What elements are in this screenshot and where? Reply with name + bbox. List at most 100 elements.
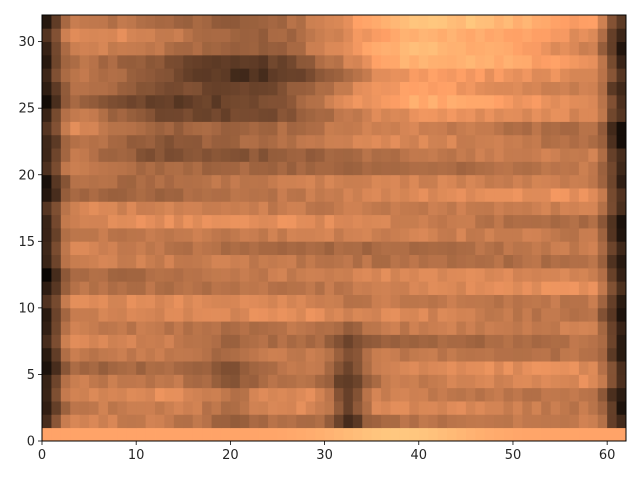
heatmap-cell [343, 294, 354, 309]
heatmap-cell [399, 188, 410, 202]
heatmap-cell [286, 148, 297, 162]
heatmap-cell [70, 41, 81, 56]
heatmap-cell [588, 387, 599, 402]
heatmap-cell [89, 347, 99, 362]
heatmap-cell [70, 254, 81, 269]
heatmap-cell [588, 214, 599, 229]
heatmap-cell [597, 321, 608, 335]
heatmap-cell [136, 361, 147, 375]
heatmap-cell [390, 401, 401, 415]
heatmap-cell [550, 281, 561, 295]
heatmap-cell [418, 161, 429, 176]
heatmap-cell [98, 347, 109, 362]
heatmap-cell [578, 68, 589, 82]
heatmap-cell [409, 134, 420, 149]
heatmap-cell [202, 228, 212, 242]
heatmap-cell [447, 267, 457, 282]
heatmap-cell [315, 134, 325, 149]
heatmap-cell [107, 54, 118, 69]
heatmap-cell [249, 334, 260, 349]
heatmap-cell [220, 414, 231, 429]
heatmap-cell [569, 15, 580, 29]
heatmap-cell [456, 174, 467, 189]
heatmap-cell [220, 188, 231, 202]
heatmap-cell [343, 214, 354, 229]
heatmap-cell [211, 307, 222, 322]
heatmap-cell [51, 201, 62, 216]
x-tick-label: 0 [38, 448, 46, 463]
heatmap-cell [277, 201, 288, 216]
heatmap-cell [475, 148, 486, 162]
heatmap-cell [578, 214, 589, 229]
heatmap-cell [465, 41, 476, 56]
heatmap-cell [399, 134, 410, 149]
heatmap-cell [192, 387, 203, 402]
heatmap-cell [324, 254, 335, 269]
heatmap-cell [98, 321, 109, 335]
heatmap-cell [98, 15, 109, 29]
heatmap-cell [607, 161, 617, 176]
heatmap-cell [258, 427, 269, 442]
heatmap-cell [296, 148, 307, 162]
heatmap-cell [531, 121, 542, 136]
heatmap-cell [126, 94, 137, 109]
heatmap-cell [107, 294, 118, 309]
heatmap-cell [334, 214, 344, 229]
heatmap-cell [484, 68, 495, 82]
heatmap-cell [70, 201, 81, 216]
heatmap-cell [296, 414, 307, 429]
heatmap-cell [512, 188, 523, 202]
heatmap-cell [456, 347, 467, 362]
heatmap-cell [522, 387, 533, 402]
heatmap-cell [60, 214, 71, 229]
heatmap-cell [220, 427, 231, 442]
heatmap-cell [107, 161, 118, 176]
heatmap-cell [277, 68, 288, 82]
heatmap-cell [456, 68, 467, 82]
heatmap-cell [192, 214, 203, 229]
heatmap-cell [42, 41, 52, 56]
heatmap-cell [107, 94, 118, 109]
heatmap-cell [79, 201, 90, 216]
heatmap-cell [315, 254, 325, 269]
heatmap-cell [465, 81, 476, 96]
heatmap-cell [164, 121, 175, 136]
heatmap-cell [173, 374, 184, 389]
heatmap-cell [494, 228, 504, 242]
heatmap-cell [531, 427, 542, 442]
heatmap-cell [60, 94, 71, 109]
heatmap-cell [249, 148, 260, 162]
heatmap-cell [42, 28, 52, 43]
heatmap-cell [550, 347, 561, 362]
heatmap-cell [381, 414, 391, 429]
heatmap-cell [305, 228, 316, 242]
heatmap-cell [437, 148, 448, 162]
heatmap-cell [89, 54, 99, 69]
heatmap-cell [258, 294, 269, 309]
heatmap-cell [258, 241, 269, 256]
heatmap-cell [51, 41, 62, 56]
heatmap-cell [465, 334, 476, 349]
heatmap-cell [324, 41, 335, 56]
heatmap-cell [588, 81, 599, 96]
heatmap-cell [107, 41, 118, 56]
heatmap-cell [362, 241, 373, 256]
heatmap-cell [155, 334, 165, 349]
heatmap-cell [192, 161, 203, 176]
heatmap-cell [616, 148, 627, 162]
heatmap-cell [192, 121, 203, 136]
heatmap-cell [220, 267, 231, 282]
heatmap-cell [42, 267, 52, 282]
heatmap-cell [155, 294, 165, 309]
heatmap-cell [51, 414, 62, 429]
heatmap-cell [352, 188, 363, 202]
heatmap-cell [418, 374, 429, 389]
heatmap-cell [390, 41, 401, 56]
heatmap-cell [277, 241, 288, 256]
plot-frame [41, 14, 627, 442]
heatmap-cell [286, 54, 297, 69]
heatmap-cell [512, 94, 523, 109]
heatmap-cell [578, 361, 589, 375]
heatmap-cell [428, 174, 439, 189]
heatmap-cell [98, 254, 109, 269]
